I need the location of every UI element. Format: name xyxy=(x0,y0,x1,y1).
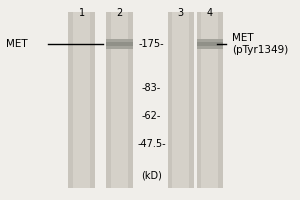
Bar xyxy=(106,42,133,46)
Text: MET: MET xyxy=(6,39,28,49)
Text: -83-: -83- xyxy=(142,83,161,93)
Text: 4: 4 xyxy=(207,8,213,18)
Bar xyxy=(168,12,194,188)
Bar xyxy=(106,12,133,188)
Bar xyxy=(73,12,90,188)
Text: -62-: -62- xyxy=(142,111,161,121)
Text: MET
(pTyr1349): MET (pTyr1349) xyxy=(232,33,288,55)
Text: (kD): (kD) xyxy=(141,171,162,181)
Bar xyxy=(106,39,133,49)
Text: -175-: -175- xyxy=(139,39,164,49)
Bar xyxy=(197,39,223,49)
Bar xyxy=(172,12,189,188)
Bar xyxy=(68,12,95,188)
Bar xyxy=(197,42,223,46)
Text: -47.5-: -47.5- xyxy=(137,139,166,149)
Bar xyxy=(197,12,223,188)
Bar xyxy=(201,12,218,188)
Text: 2: 2 xyxy=(116,8,123,18)
Text: 3: 3 xyxy=(178,8,184,18)
Text: 1: 1 xyxy=(79,8,85,18)
Bar xyxy=(111,12,128,188)
